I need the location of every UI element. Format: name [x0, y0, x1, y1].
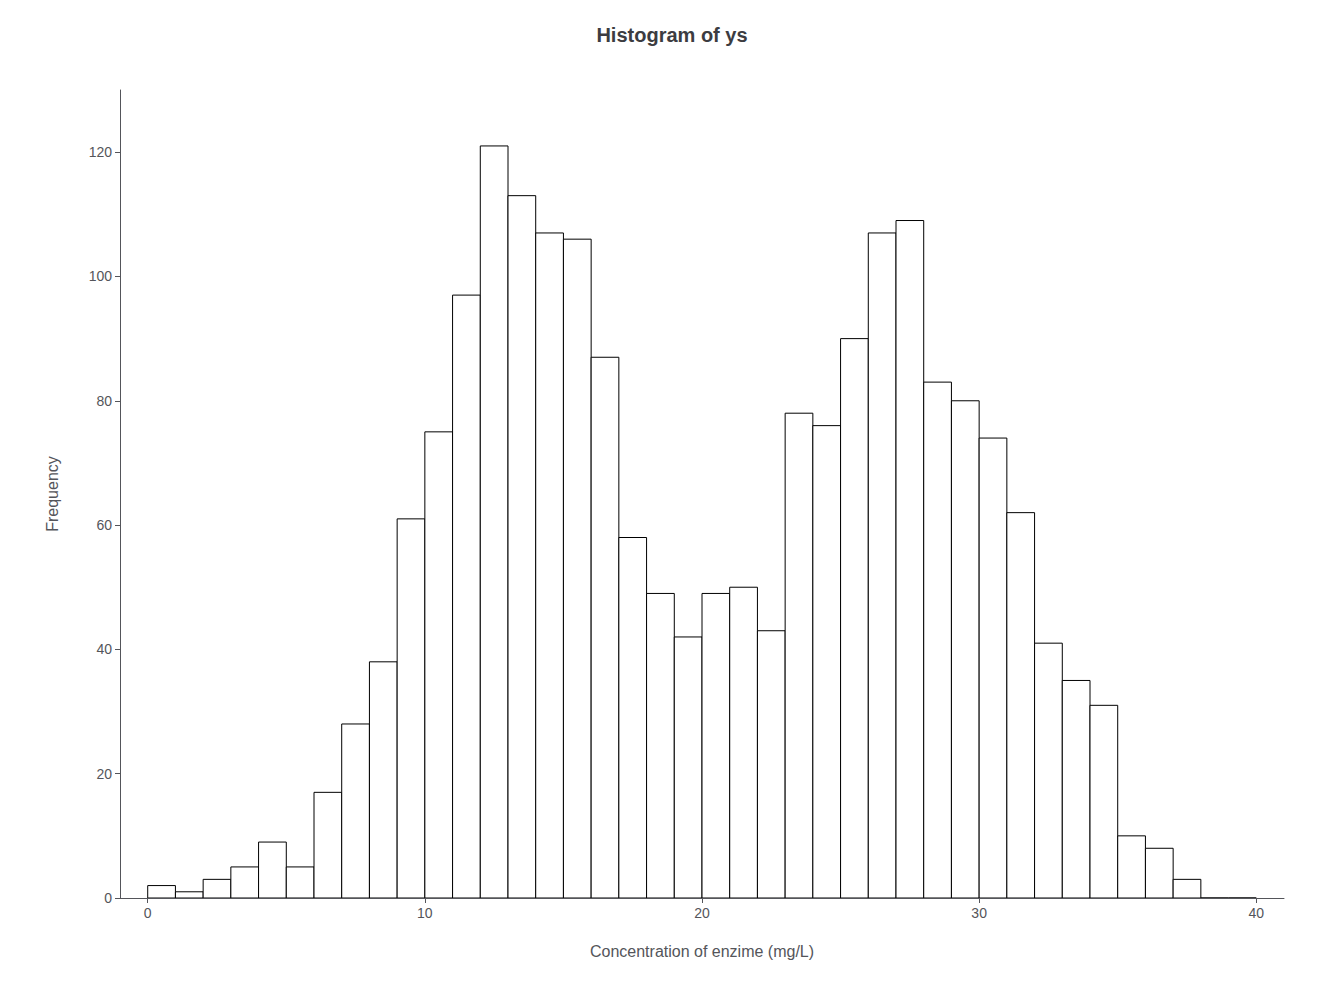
svg-text:60: 60 — [96, 517, 112, 533]
svg-text:0: 0 — [104, 890, 112, 906]
svg-text:Concentration of enzime (mg/L): Concentration of enzime (mg/L) — [590, 943, 814, 960]
svg-text:40: 40 — [96, 641, 112, 657]
svg-text:40: 40 — [1248, 905, 1264, 921]
svg-text:Frequency: Frequency — [44, 456, 61, 532]
svg-text:80: 80 — [96, 393, 112, 409]
svg-text:0: 0 — [144, 905, 152, 921]
svg-text:20: 20 — [96, 766, 112, 782]
svg-text:Histogram of ys: Histogram of ys — [596, 24, 747, 46]
svg-text:100: 100 — [89, 268, 113, 284]
svg-text:10: 10 — [417, 905, 433, 921]
svg-text:120: 120 — [89, 144, 113, 160]
svg-text:30: 30 — [971, 905, 987, 921]
svg-text:20: 20 — [694, 905, 710, 921]
